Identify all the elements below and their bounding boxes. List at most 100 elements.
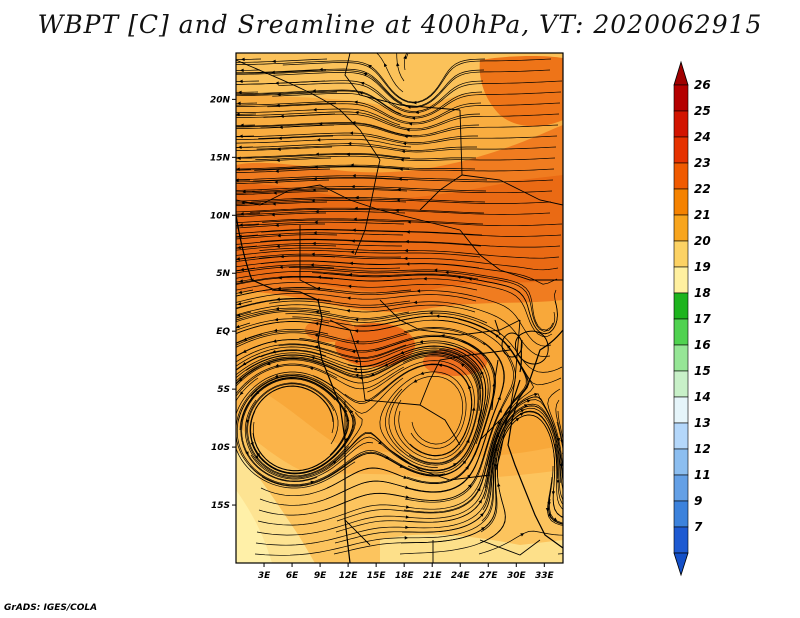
streamline-arrow <box>311 199 315 203</box>
streamline <box>547 476 563 526</box>
streamline-arrow <box>405 525 409 530</box>
streamline-arrow <box>346 296 351 300</box>
streamline <box>247 383 363 477</box>
streamline-arrow <box>354 317 359 322</box>
streamline <box>236 354 406 379</box>
streamline-arrow <box>237 301 242 306</box>
streamline <box>238 374 356 475</box>
streamline <box>326 340 496 489</box>
streamline-arrow <box>312 241 316 246</box>
colorbar-segment <box>673 318 689 346</box>
streamline <box>257 421 500 526</box>
streamline-arrow <box>240 267 244 272</box>
streamline <box>282 58 552 104</box>
streamline <box>481 407 563 522</box>
streamline <box>405 53 409 60</box>
streamline <box>236 101 482 124</box>
colorbar-label: 18 <box>694 286 711 300</box>
streamline-arrow <box>314 333 319 338</box>
streamline-arrow <box>274 374 279 378</box>
streamline <box>259 247 560 259</box>
streamline <box>236 278 255 283</box>
streamline-arrow <box>275 307 280 311</box>
streamline <box>334 405 548 544</box>
country-borders <box>236 53 563 563</box>
streamline-arrow <box>313 231 317 235</box>
streamline <box>236 309 410 321</box>
streamline-arrow <box>240 68 244 73</box>
streamline-arrow <box>239 79 243 84</box>
lon-tick-label: 12E <box>339 571 359 581</box>
streamline-arrow <box>350 409 354 414</box>
streamline <box>241 378 374 482</box>
lat-axis: 20N 15N 10N 5N EQ 5S 10S 15S <box>210 95 236 511</box>
streamline <box>236 102 337 107</box>
colorbar-segment <box>673 526 689 554</box>
streamline-arrow <box>553 517 558 522</box>
streamline-arrow <box>471 406 476 411</box>
streamline <box>403 53 408 71</box>
streamline <box>236 335 485 357</box>
streamline-arrow <box>556 480 560 484</box>
streamline-arrow <box>477 487 481 492</box>
streamline-arrow <box>318 67 323 72</box>
streamline-arrow <box>370 372 375 377</box>
lat-tick-label: 10N <box>210 211 231 221</box>
streamline-arrow <box>478 499 482 504</box>
lat-tick-label: EQ <box>216 327 230 337</box>
streamline <box>236 307 331 319</box>
streamline-arrow <box>353 359 358 364</box>
streamline-arrow <box>279 265 283 269</box>
colorbar-segment <box>673 474 689 502</box>
streamline-arrow <box>276 244 280 249</box>
streamline <box>385 354 480 466</box>
grads-credit: GrADS: IGES/COLA <box>4 603 98 613</box>
colorbar-segment <box>673 500 689 528</box>
streamline <box>236 276 334 285</box>
streamline-arrow <box>438 363 443 368</box>
streamline <box>554 443 563 505</box>
streamline <box>263 113 560 131</box>
streamline-arrow <box>276 158 280 162</box>
streamline <box>251 198 552 204</box>
streamline <box>336 357 528 522</box>
streamline <box>236 388 446 486</box>
streamline-arrow <box>241 57 245 62</box>
colorbar-segment <box>673 110 689 138</box>
colorbar-label: 26 <box>694 78 711 92</box>
streamline <box>236 58 486 103</box>
lat-tick-label: 5N <box>216 269 230 279</box>
streamline <box>258 255 559 271</box>
lon-tick-label: 15E <box>367 571 387 581</box>
streamline <box>478 530 563 555</box>
streamline-arrow <box>405 262 410 266</box>
streamline <box>236 342 484 368</box>
colorbar-label: 17 <box>694 312 711 326</box>
streamline-arrow <box>480 370 484 375</box>
streamline <box>236 333 263 344</box>
streamline-arrow <box>312 107 317 112</box>
lon-tick-label: 21E <box>423 571 443 581</box>
streamline <box>236 58 328 63</box>
streamline-arrow <box>277 233 281 238</box>
streamline-arrow <box>534 392 539 397</box>
wbpt-band-south-inner <box>236 380 563 479</box>
streamline-arrow <box>354 373 359 377</box>
colorbar-label: 24 <box>694 130 711 144</box>
streamline <box>272 91 562 119</box>
map-title: WBPT [C] and Sreamline at 400hPa, VT: 20… <box>37 10 763 39</box>
streamline <box>249 385 355 474</box>
streamline-arrow <box>462 460 467 465</box>
streamline-arrow <box>465 465 469 470</box>
streamline-arrow <box>419 340 424 344</box>
streamline <box>312 272 558 335</box>
streamline <box>285 312 563 373</box>
streamline-arrow <box>423 277 427 281</box>
streamline <box>260 260 558 285</box>
streamline <box>236 153 477 160</box>
colorbar-label: 15 <box>694 364 711 378</box>
streamline-arrow <box>310 263 314 267</box>
wbpt-band-south <box>236 420 563 563</box>
streamline <box>388 375 464 464</box>
